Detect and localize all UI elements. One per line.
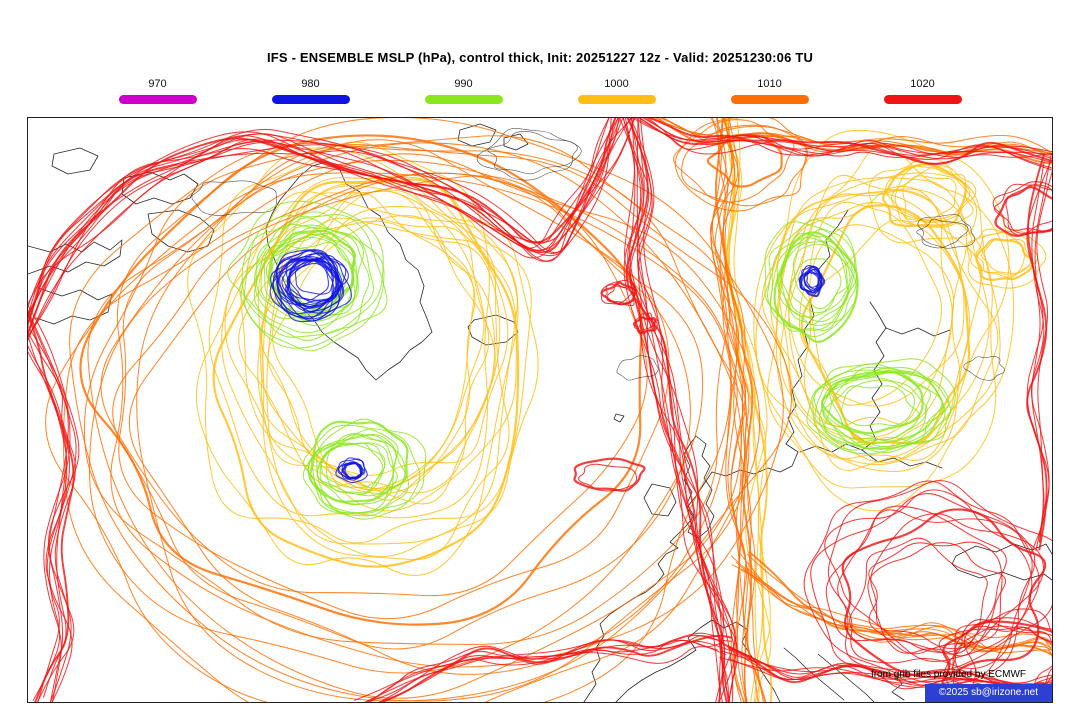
isobars-1010 xyxy=(45,118,1052,702)
legend-swatch-990 xyxy=(424,95,503,104)
attribution-source: from grib files provided by ECMWF xyxy=(870,669,1026,680)
legend-label: 980 xyxy=(301,78,320,90)
weather-map: from grib files provided by ECMWF ©2025 … xyxy=(27,117,1053,703)
legend-label: 1010 xyxy=(757,78,782,90)
legend-item-990: 990 xyxy=(424,78,503,104)
legend-label: 970 xyxy=(148,78,167,90)
legend-label: 1000 xyxy=(604,78,629,90)
attribution-copyright: ©2025 sb@irizone.net xyxy=(924,684,1052,702)
isobars-990 xyxy=(227,200,956,520)
isobars-980 xyxy=(269,249,826,484)
legend-item-1000: 1000 xyxy=(577,78,656,104)
page-title: IFS - ENSEMBLE MSLP (hPa), control thick… xyxy=(266,50,814,65)
ensemble-isobar-chart xyxy=(28,118,1052,702)
legend-item-980: 980 xyxy=(271,78,350,104)
isobars-uncolored xyxy=(191,128,1005,381)
isobars-1020 xyxy=(28,118,1052,702)
legend-item-1010: 1010 xyxy=(730,78,809,104)
legend-swatch-980 xyxy=(271,95,350,104)
legend-swatch-970 xyxy=(118,95,197,104)
legend-swatch-1000 xyxy=(577,95,656,104)
legend-swatch-1010 xyxy=(730,95,809,104)
legend: 970 980 990 1000 1010 1020 xyxy=(0,78,1080,104)
legend-swatch-1020 xyxy=(883,95,962,104)
legend-item-1020: 1020 xyxy=(883,78,962,104)
legend-label: 1020 xyxy=(910,78,935,90)
legend-label: 990 xyxy=(454,78,473,90)
legend-item-970: 970 xyxy=(118,78,197,104)
isobars-1000 xyxy=(187,118,1047,702)
